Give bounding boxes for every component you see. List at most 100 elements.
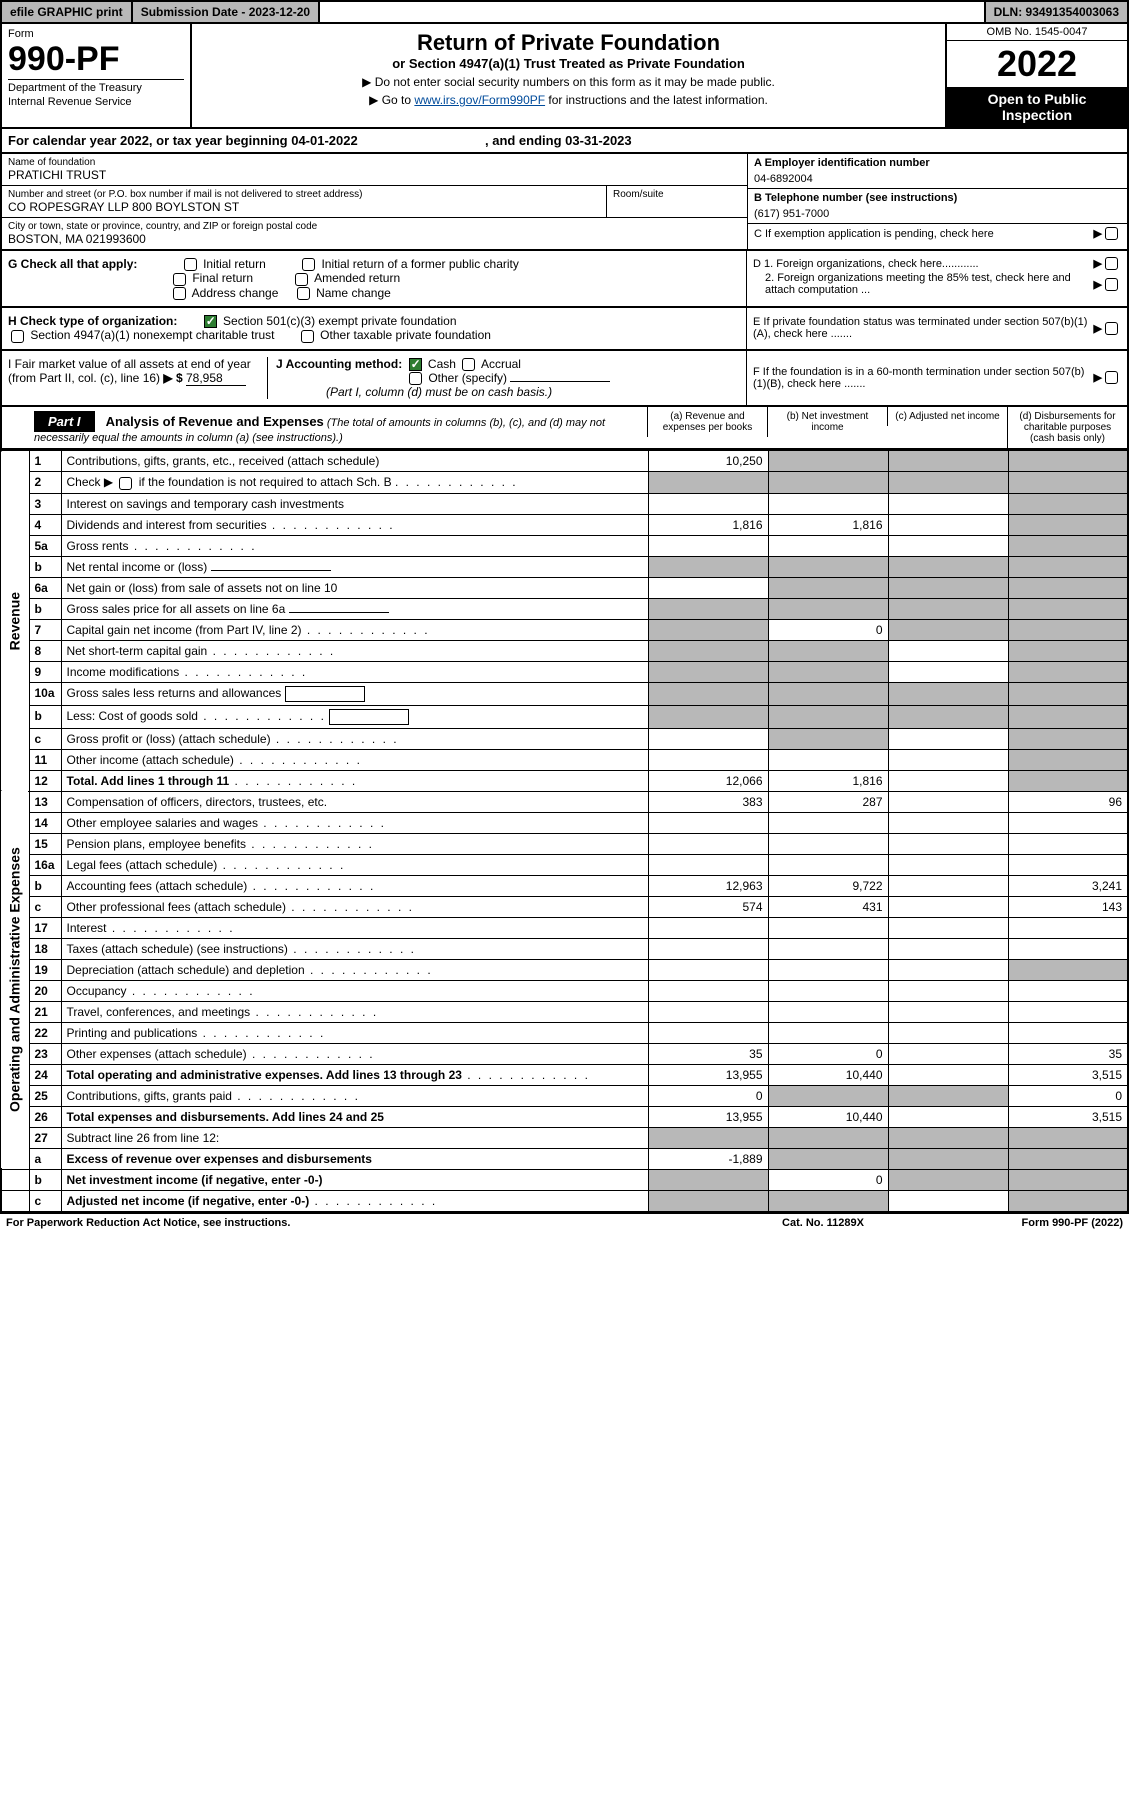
- city-label: City or town, state or province, country…: [8, 221, 741, 232]
- l2-checkbox[interactable]: [119, 477, 132, 490]
- h-other-checkbox[interactable]: [301, 330, 314, 343]
- d1-checkbox[interactable]: [1105, 257, 1118, 270]
- g-name-checkbox[interactable]: [297, 287, 310, 300]
- table-row: 12Total. Add lines 1 through 1112,0661,8…: [1, 770, 1128, 791]
- irs-link[interactable]: www.irs.gov/Form990PF: [414, 93, 545, 107]
- check-row-h: H Check type of organization: Section 50…: [0, 308, 1129, 351]
- e-checkbox[interactable]: [1105, 322, 1118, 335]
- table-row: 18Taxes (attach schedule) (see instructi…: [1, 938, 1128, 959]
- table-row: 5aGross rents: [1, 535, 1128, 556]
- efile-label[interactable]: efile GRAPHIC print: [2, 2, 133, 22]
- part1-title: Analysis of Revenue and Expenses: [106, 414, 324, 429]
- table-row: 16aLegal fees (attach schedule): [1, 854, 1128, 875]
- open-public-label: Open to Public Inspection: [947, 87, 1127, 127]
- g-label: G Check all that apply:: [8, 257, 137, 271]
- arrow-icon: ▶: [1094, 227, 1102, 240]
- revenue-side-label: Revenue: [1, 451, 29, 791]
- d2-checkbox[interactable]: [1105, 278, 1118, 291]
- c-label: C If exemption application is pending, c…: [754, 228, 1094, 240]
- table-row: 17Interest: [1, 917, 1128, 938]
- h-4947-checkbox[interactable]: [11, 330, 24, 343]
- g-initial-checkbox[interactable]: [184, 258, 197, 271]
- address-value: CO ROPESGRAY LLP 800 BOYLSTON ST: [8, 200, 600, 214]
- col-d-header: (d) Disbursements for charitable purpose…: [1007, 407, 1127, 448]
- form-title: Return of Private Foundation: [202, 30, 935, 56]
- part1-label: Part I: [34, 411, 95, 432]
- table-row: 15Pension plans, employee benefits: [1, 833, 1128, 854]
- table-row: 10aGross sales less returns and allowanc…: [1, 682, 1128, 705]
- table-row: 26Total expenses and disbursements. Add …: [1, 1106, 1128, 1127]
- f-label: F If the foundation is in a 60-month ter…: [753, 366, 1094, 390]
- table-row: 6aNet gain or (loss) from sale of assets…: [1, 577, 1128, 598]
- e-label: E If private foundation status was termi…: [753, 316, 1094, 340]
- g-address-checkbox[interactable]: [173, 287, 186, 300]
- h-label: H Check type of organization:: [8, 314, 177, 328]
- table-row: bNet investment income (if negative, ent…: [1, 1169, 1128, 1190]
- omb-number: OMB No. 1545-0047: [947, 24, 1127, 41]
- city-value: BOSTON, MA 021993600: [8, 232, 741, 246]
- room-label: Room/suite: [613, 189, 741, 200]
- table-row: 24Total operating and administrative exp…: [1, 1064, 1128, 1085]
- j-note: (Part I, column (d) must be on cash basi…: [326, 385, 552, 399]
- calendar-year-row: For calendar year 2022, or tax year begi…: [0, 129, 1129, 154]
- check-row-g: G Check all that apply: Initial return I…: [0, 251, 1129, 308]
- dept-treasury: Department of the Treasury: [8, 79, 184, 96]
- foundation-name: PRATICHI TRUST: [8, 168, 741, 182]
- form-subtitle: or Section 4947(a)(1) Trust Treated as P…: [202, 56, 935, 71]
- table-row: 21Travel, conferences, and meetings: [1, 1001, 1128, 1022]
- h-501c3-checkbox[interactable]: [204, 315, 217, 328]
- form-number: 990-PF: [8, 40, 184, 79]
- g-amended-checkbox[interactable]: [295, 273, 308, 286]
- expenses-side-label: Operating and Administrative Expenses: [1, 791, 29, 1169]
- table-row: cOther professional fees (attach schedul…: [1, 896, 1128, 917]
- table-row: 20Occupancy: [1, 980, 1128, 1001]
- c-checkbox[interactable]: [1105, 227, 1118, 240]
- col-a-header: (a) Revenue and expenses per books: [647, 407, 767, 437]
- phone-label: B Telephone number (see instructions): [754, 192, 1121, 204]
- table-row: Revenue 1 Contributions, gifts, grants, …: [1, 451, 1128, 472]
- part1-header: Part I Analysis of Revenue and Expenses …: [0, 407, 1129, 450]
- d1-label: D 1. Foreign organizations, check here..…: [753, 258, 1094, 270]
- table-row: cAdjusted net income (if negative, enter…: [1, 1190, 1128, 1212]
- address-label: Number and street (or P.O. box number if…: [8, 189, 600, 200]
- j-label: J Accounting method:: [276, 357, 402, 371]
- col-c-header: (c) Adjusted net income: [887, 407, 1007, 426]
- j-cash-checkbox[interactable]: [409, 358, 422, 371]
- form-label: Form: [8, 28, 184, 40]
- j-accrual-checkbox[interactable]: [462, 358, 475, 371]
- g-initial-former-checkbox[interactable]: [302, 258, 315, 271]
- table-row: 19Depreciation (attach schedule) and dep…: [1, 959, 1128, 980]
- table-row: bAccounting fees (attach schedule)12,963…: [1, 875, 1128, 896]
- ein-value: 04-6892004: [754, 169, 1121, 185]
- table-row: bNet rental income or (loss): [1, 556, 1128, 577]
- i-value: 78,958: [186, 371, 246, 386]
- table-row: 9Income modifications: [1, 661, 1128, 682]
- footer-row: For Paperwork Reduction Act Notice, see …: [0, 1213, 1129, 1232]
- col-b-header: (b) Net investment income: [767, 407, 887, 437]
- footer-right: Form 990-PF (2022): [923, 1217, 1123, 1229]
- table-row: 22Printing and publications: [1, 1022, 1128, 1043]
- j-other-checkbox[interactable]: [409, 372, 422, 385]
- d2-label: 2. Foreign organizations meeting the 85%…: [753, 272, 1094, 296]
- table-row: 23Other expenses (attach schedule)35035: [1, 1043, 1128, 1064]
- footer-left: For Paperwork Reduction Act Notice, see …: [6, 1217, 723, 1229]
- table-row: bGross sales price for all assets on lin…: [1, 598, 1128, 619]
- arrow-icon: ▶: [1094, 322, 1102, 335]
- table-row: 8Net short-term capital gain: [1, 640, 1128, 661]
- table-row: 7Capital gain net income (from Part IV, …: [1, 619, 1128, 640]
- ein-label: A Employer identification number: [754, 157, 1121, 169]
- arrow-icon: ▶: [1094, 257, 1102, 270]
- table-row: 14Other employee salaries and wages: [1, 812, 1128, 833]
- form-header: Form 990-PF Department of the Treasury I…: [0, 24, 1129, 129]
- table-row: 25Contributions, gifts, grants paid00: [1, 1085, 1128, 1106]
- g-final-checkbox[interactable]: [173, 273, 186, 286]
- table-row: 11Other income (attach schedule): [1, 749, 1128, 770]
- info-grid: Name of foundation PRATICHI TRUST Number…: [0, 154, 1129, 251]
- f-checkbox[interactable]: [1105, 371, 1118, 384]
- table-row: 2 Check ▶ if the foundation is not requi…: [1, 472, 1128, 493]
- footer-center: Cat. No. 11289X: [723, 1217, 923, 1229]
- phone-value: (617) 951-7000: [754, 204, 1121, 220]
- note-ssn: ▶ Do not enter social security numbers o…: [202, 75, 935, 89]
- table-row: 27Subtract line 26 from line 12:: [1, 1127, 1128, 1148]
- arrow-icon: ▶: [1094, 371, 1102, 384]
